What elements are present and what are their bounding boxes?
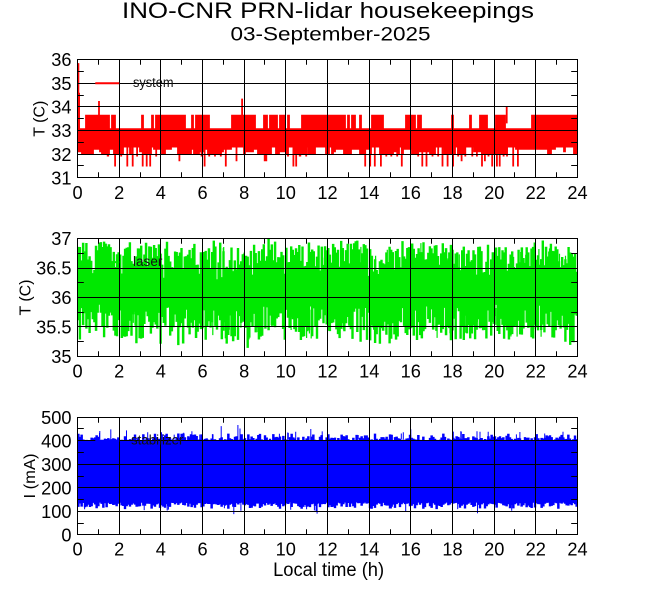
svg-text:14: 14 [359, 539, 379, 559]
svg-text:4: 4 [156, 539, 166, 559]
svg-text:22: 22 [526, 362, 546, 382]
svg-text:0: 0 [72, 362, 82, 382]
svg-text:22: 22 [526, 183, 546, 203]
svg-text:16: 16 [401, 362, 421, 382]
svg-text:32: 32 [51, 145, 71, 165]
svg-text:6: 6 [197, 362, 207, 382]
svg-text:37: 37 [51, 229, 71, 249]
svg-text:20: 20 [484, 539, 504, 559]
svg-text:31: 31 [51, 168, 71, 188]
svg-text:18: 18 [442, 539, 462, 559]
svg-text:14: 14 [359, 362, 379, 382]
svg-text:18: 18 [442, 183, 462, 203]
svg-text:INO-CNR PRN-lidar housekeeping: INO-CNR PRN-lidar housekeepings [122, 0, 534, 23]
svg-text:35: 35 [51, 74, 71, 94]
svg-text:12: 12 [317, 362, 337, 382]
svg-text:35.5: 35.5 [36, 318, 71, 338]
svg-text:T (C): T (C) [17, 280, 34, 316]
svg-text:100: 100 [41, 502, 71, 522]
svg-text:16: 16 [401, 539, 421, 559]
svg-text:14: 14 [359, 183, 379, 203]
svg-text:36: 36 [51, 50, 71, 70]
svg-text:2: 2 [114, 183, 124, 203]
svg-text:stabilizer: stabilizer [131, 432, 184, 447]
svg-text:2: 2 [114, 539, 124, 559]
svg-text:33: 33 [51, 121, 71, 141]
svg-text:0: 0 [61, 525, 71, 545]
svg-text:8: 8 [239, 362, 249, 382]
svg-text:2: 2 [114, 362, 124, 382]
svg-text:20: 20 [484, 183, 504, 203]
svg-text:36.5: 36.5 [36, 259, 71, 279]
svg-text:12: 12 [317, 539, 337, 559]
svg-text:10: 10 [276, 362, 296, 382]
svg-text:300: 300 [41, 455, 71, 475]
svg-text:6: 6 [197, 183, 207, 203]
svg-text:0: 0 [72, 539, 82, 559]
svg-text:laser: laser [133, 254, 163, 269]
svg-text:20: 20 [484, 362, 504, 382]
svg-text:34: 34 [51, 98, 71, 118]
svg-text:16: 16 [401, 183, 421, 203]
svg-text:12: 12 [317, 183, 337, 203]
svg-text:4: 4 [156, 183, 166, 203]
svg-text:36: 36 [51, 288, 71, 308]
svg-text:4: 4 [156, 362, 166, 382]
svg-text:03-September-2025: 03-September-2025 [231, 25, 431, 46]
svg-text:Local time (h): Local time (h) [273, 560, 384, 581]
svg-text:200: 200 [41, 478, 71, 498]
svg-text:0: 0 [72, 183, 82, 203]
svg-text:system: system [133, 75, 174, 90]
svg-text:500: 500 [41, 408, 71, 428]
svg-text:8: 8 [239, 183, 249, 203]
svg-text:35: 35 [51, 347, 71, 367]
svg-text:24: 24 [567, 183, 587, 203]
svg-text:24: 24 [567, 362, 587, 382]
svg-text:22: 22 [526, 539, 546, 559]
svg-text:400: 400 [41, 431, 71, 451]
svg-text:T (C): T (C) [32, 101, 49, 137]
svg-text:I (mA): I (mA) [22, 454, 39, 499]
svg-text:18: 18 [442, 362, 462, 382]
svg-text:10: 10 [276, 539, 296, 559]
svg-text:24: 24 [567, 539, 587, 559]
svg-text:8: 8 [239, 539, 249, 559]
svg-text:6: 6 [197, 539, 207, 559]
svg-text:10: 10 [276, 183, 296, 203]
